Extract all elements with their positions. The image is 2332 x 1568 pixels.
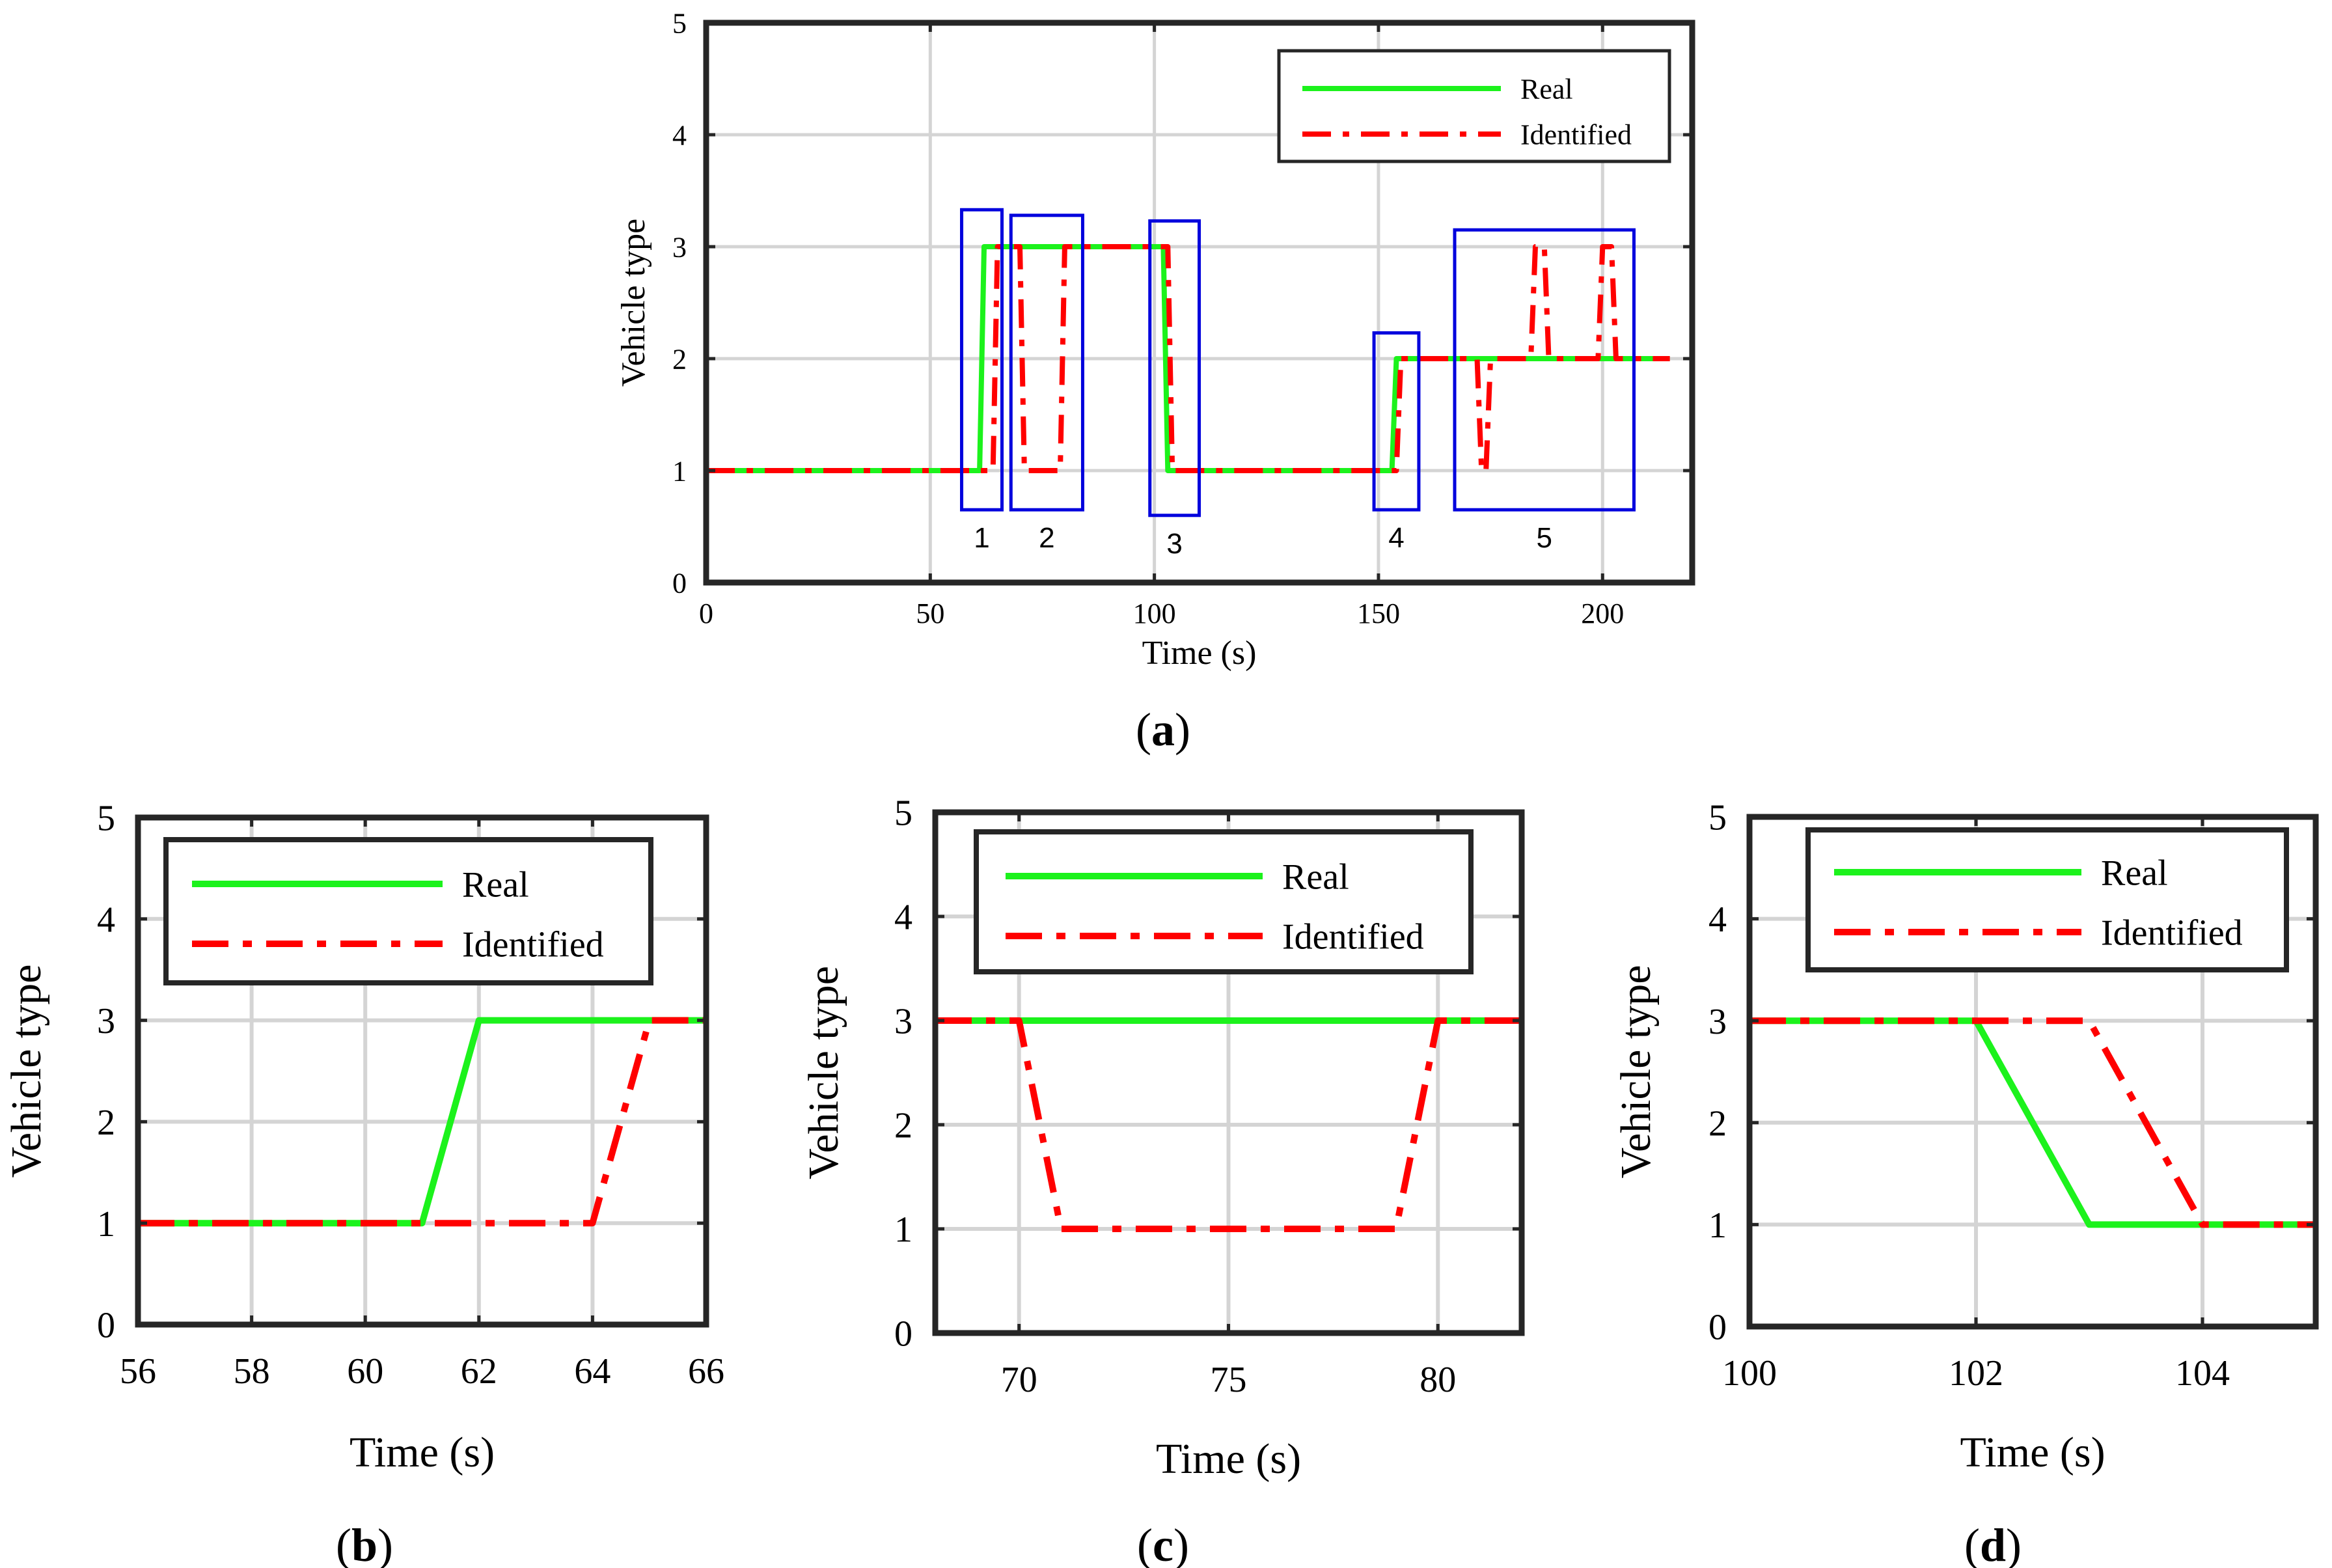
y-tick-label: 2 — [894, 1106, 912, 1146]
x-tick-label: 100 — [1722, 1353, 1777, 1394]
legend-box — [974, 829, 1474, 974]
legend: Real Identified — [163, 837, 653, 985]
x-tick-label: 75 — [1211, 1360, 1247, 1400]
x-axis-label: Time (s) — [1156, 1435, 1301, 1483]
highlight-box — [1372, 331, 1421, 512]
y-tick-label: 2 — [97, 1103, 115, 1143]
highlight-box — [1453, 228, 1636, 512]
y-tick-label: 3 — [672, 231, 687, 263]
legend-box — [163, 837, 653, 985]
x-axis-label: Time (s) — [1960, 1429, 2105, 1476]
y-tick-label: 3 — [1708, 1002, 1727, 1042]
chart-b: 56 58 60 62 64 66 0 1 2 3 4 5 Time (s) Vehicle type Re… — [3, 799, 724, 1568]
y-tick-label: 3 — [894, 1002, 912, 1042]
legend-label-real: Real — [1520, 73, 1573, 105]
legend-label-real: Real — [2101, 853, 2168, 894]
x-tick-label: 104 — [2175, 1353, 2230, 1394]
series-line-real — [706, 244, 1670, 473]
y-tick-label: 1 — [1708, 1205, 1727, 1246]
y-tick-label: 1 — [894, 1210, 912, 1250]
highlight-box-label: 4 — [1388, 522, 1404, 554]
x-tick-label: 100 — [1133, 598, 1176, 629]
axes-frame — [703, 20, 1695, 586]
y-axis-label: Vehicle type — [1612, 965, 1660, 1178]
legend-box — [1277, 49, 1671, 163]
series-line-identified — [138, 1017, 706, 1227]
y-tick-label: 4 — [672, 119, 687, 151]
x-tick-label: 0 — [699, 598, 713, 629]
x-tick-label: 70 — [1001, 1360, 1037, 1400]
y-axis-label: Vehicle type — [800, 966, 847, 1179]
highlight-box-label: 1 — [974, 522, 989, 554]
x-tick-label: 64 — [574, 1351, 610, 1392]
x-tick-label: 80 — [1420, 1360, 1456, 1400]
legend: Real Identified — [974, 829, 1474, 974]
highlight-box — [1148, 219, 1201, 517]
legend-label-identified: Identified — [462, 925, 604, 965]
legend-label-identified: Identified — [1282, 917, 1424, 957]
panel-caption: (c) — [1137, 1519, 1189, 1568]
axes-frame — [135, 814, 709, 1328]
legend-box — [1805, 827, 2289, 972]
y-tick-label: 5 — [1708, 798, 1727, 838]
x-tick-label: 102 — [1949, 1353, 2003, 1394]
series-line-identified — [1749, 1017, 2316, 1228]
y-tick-label: 5 — [672, 7, 687, 39]
x-tick-label: 58 — [234, 1351, 270, 1392]
y-tick-label: 1 — [97, 1204, 115, 1245]
highlight-box-label: 2 — [1039, 522, 1054, 554]
x-axis-label: Time (s) — [350, 1429, 495, 1476]
legend-label-identified: Identified — [1520, 118, 1632, 150]
x-tick-label: 150 — [1357, 598, 1400, 629]
series-line-real — [138, 1017, 706, 1227]
highlight-box-label: 3 — [1166, 528, 1182, 560]
x-tick-label: 62 — [461, 1351, 497, 1392]
legend: Real Identified — [1805, 827, 2289, 972]
x-tick-label: 66 — [688, 1351, 724, 1392]
y-tick-label: 2 — [1708, 1103, 1727, 1144]
axes-frame — [1746, 814, 2319, 1330]
highlight-box-label: 5 — [1537, 522, 1552, 554]
y-tick-label: 0 — [894, 1314, 912, 1355]
y-tick-label: 3 — [97, 1001, 115, 1041]
y-axis-label: Vehicle type — [3, 964, 50, 1177]
y-axis-label: Vehicle type — [615, 219, 652, 387]
legend-label-real: Real — [1282, 857, 1349, 898]
x-axis-label: Time (s) — [1142, 635, 1257, 672]
legend-label-real: Real — [462, 865, 529, 905]
y-tick-label: 0 — [1708, 1308, 1727, 1348]
series-line-identified — [706, 244, 1670, 473]
panel-caption: (d) — [1964, 1519, 2022, 1568]
x-tick-label: 50 — [916, 598, 944, 629]
x-tick-label: 60 — [347, 1351, 383, 1392]
y-tick-label: 5 — [97, 799, 115, 839]
highlight-box — [960, 208, 1004, 512]
y-tick-label: 4 — [1708, 900, 1727, 940]
x-tick-label: 200 — [1581, 598, 1624, 629]
y-tick-label: 1 — [672, 455, 687, 487]
y-tick-label: 4 — [97, 900, 115, 940]
chart-c: 70 75 80 0 1 2 3 4 5 Time (s) Vehicle type Real Iden… — [800, 793, 1525, 1568]
legend: Real Identified — [1277, 49, 1671, 163]
panel-caption: (a) — [1136, 704, 1190, 756]
y-tick-label: 2 — [672, 343, 687, 375]
y-tick-label: 0 — [672, 567, 687, 599]
panel-caption: (b) — [336, 1519, 393, 1568]
x-tick-label: 56 — [120, 1351, 156, 1392]
legend-label-identified: Identified — [2101, 913, 2243, 954]
highlight-box — [1009, 213, 1084, 512]
chart-d: 100 102 104 0 1 2 3 4 5 Time (s) Vehicle type Real I… — [1612, 798, 2319, 1568]
y-tick-label: 0 — [97, 1306, 115, 1346]
y-tick-label: 4 — [894, 898, 912, 938]
y-tick-label: 5 — [894, 793, 912, 834]
series-line-identified — [935, 1017, 1522, 1232]
